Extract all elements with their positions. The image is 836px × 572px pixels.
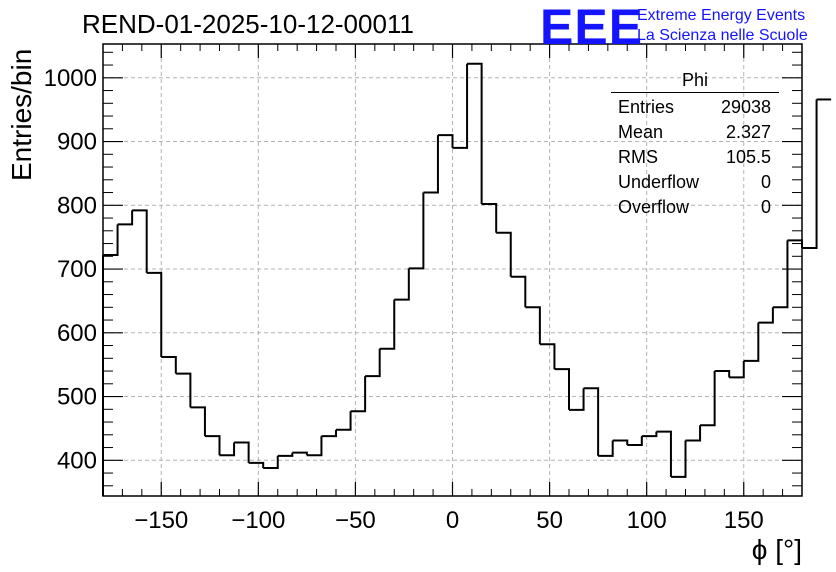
- stats-box: Phi Entries 29038 Mean 2.327 RMS 105.5 U…: [611, 70, 779, 220]
- stats-box-title: Phi: [611, 70, 779, 93]
- stats-label: RMS: [618, 147, 658, 167]
- histogram-bin: [234, 441, 250, 463]
- tick-labels: −150 −100 −50 0 50 100 150 400 500 600 700 800 900 10…: [44, 65, 764, 534]
- x-tick-label: −100: [231, 507, 285, 534]
- histogram-bin: [787, 239, 803, 249]
- x-tick-label: 100: [627, 507, 667, 534]
- stats-value: 29038: [720, 97, 771, 117]
- histogram-bin: [350, 376, 367, 413]
- histogram-bin: [685, 425, 702, 442]
- histogram-bins: [102, 62, 832, 496]
- y-tick-label: 600: [57, 320, 97, 347]
- histogram-bin: [336, 411, 352, 431]
- y-tick-label: 400: [57, 447, 97, 474]
- histogram-bin: [743, 322, 760, 362]
- chart-title: REND-01-2025-10-12-00011: [82, 9, 414, 39]
- histogram-bin: [379, 299, 396, 350]
- x-axis-label: ϕ [°]: [751, 534, 802, 565]
- y-tick-label: 500: [57, 384, 97, 411]
- x-tick-label: −50: [335, 507, 376, 534]
- histogram-bin: [190, 406, 206, 437]
- histogram-bin: [612, 439, 629, 445]
- histogram-bin: [146, 271, 163, 358]
- logo-subtitle-1: Extreme Energy Events: [637, 7, 806, 24]
- logo-subtitle-2: La Scienza nelle Scuole: [637, 27, 808, 44]
- histogram-bin: [729, 360, 745, 379]
- stats-row-mean: Mean 2.327: [611, 120, 779, 145]
- y-axis-label: Entries/bin: [6, 48, 37, 181]
- stats-row-overflow: Overflow 0: [611, 195, 779, 220]
- histogram-bin: [248, 461, 265, 468]
- x-tick-label: 150: [724, 507, 764, 534]
- histogram-bin: [496, 231, 512, 277]
- logo-mark: EEE: [540, 0, 644, 55]
- histogram-bin: [204, 435, 221, 456]
- y-tick-label: 1000: [44, 65, 97, 92]
- histogram-bin: [539, 343, 556, 370]
- histogram-bin: [598, 440, 614, 457]
- histogram-bin: [219, 442, 236, 457]
- histogram-bin: [132, 209, 148, 273]
- stats-value: 0: [760, 197, 771, 217]
- stats-label: Overflow: [618, 197, 690, 217]
- histogram-bin: [525, 306, 541, 345]
- stats-row-entries: Entries 29038: [611, 95, 779, 120]
- axis-ticks: [103, 44, 803, 496]
- histogram-bin: [569, 388, 585, 411]
- histogram-bin: [670, 440, 687, 478]
- histogram-bin: [510, 275, 527, 308]
- stats-label: Underflow: [618, 172, 700, 192]
- stats-row-rms: RMS 105.5: [611, 145, 779, 170]
- histogram-bin: [758, 307, 774, 324]
- stats-value: 0: [760, 172, 771, 192]
- histogram-bin: [365, 348, 381, 378]
- histogram-bin: [772, 240, 789, 309]
- y-tick-label: 900: [57, 129, 97, 156]
- histogram-bin: [714, 370, 731, 378]
- histogram-bin: [117, 210, 134, 226]
- x-tick-label: 0: [446, 507, 459, 534]
- histogram-bin: [437, 134, 454, 148]
- y-tick-label: 700: [57, 256, 97, 283]
- histogram-bin: [306, 436, 323, 457]
- histogram-bin: [161, 356, 177, 374]
- stats-row-underflow: Underflow 0: [611, 170, 779, 195]
- histogram-bin: [481, 203, 498, 233]
- y-tick-label: 800: [57, 192, 97, 219]
- x-tick-label: 50: [536, 507, 563, 534]
- histogram-bin: [175, 372, 192, 408]
- histogram-bin: [554, 368, 570, 410]
- histogram-bin: [408, 192, 425, 270]
- x-tick-label: −150: [134, 507, 188, 534]
- stats-value: 2.327: [725, 122, 771, 142]
- histogram-bin: [452, 63, 469, 149]
- histogram-bin: [394, 268, 410, 301]
- histogram-bin: [263, 455, 279, 469]
- histogram-bin: [277, 452, 294, 457]
- histogram-bin: [627, 436, 643, 446]
- histogram-bin: [641, 431, 658, 438]
- histogram-bin: [656, 430, 672, 477]
- histogram-bin: [103, 224, 119, 257]
- histogram-bin: [467, 62, 483, 205]
- stats-value: 105.5: [725, 147, 771, 167]
- histogram-bin: [321, 429, 337, 438]
- histogram-bin: [700, 371, 716, 427]
- histogram-bin: [583, 387, 600, 456]
- histogram-bin: [423, 135, 439, 194]
- histogram-bin: [292, 451, 308, 456]
- histogram-bin: [802, 99, 818, 250]
- stats-label: Entries: [618, 97, 675, 117]
- stats-label: Mean: [618, 122, 664, 142]
